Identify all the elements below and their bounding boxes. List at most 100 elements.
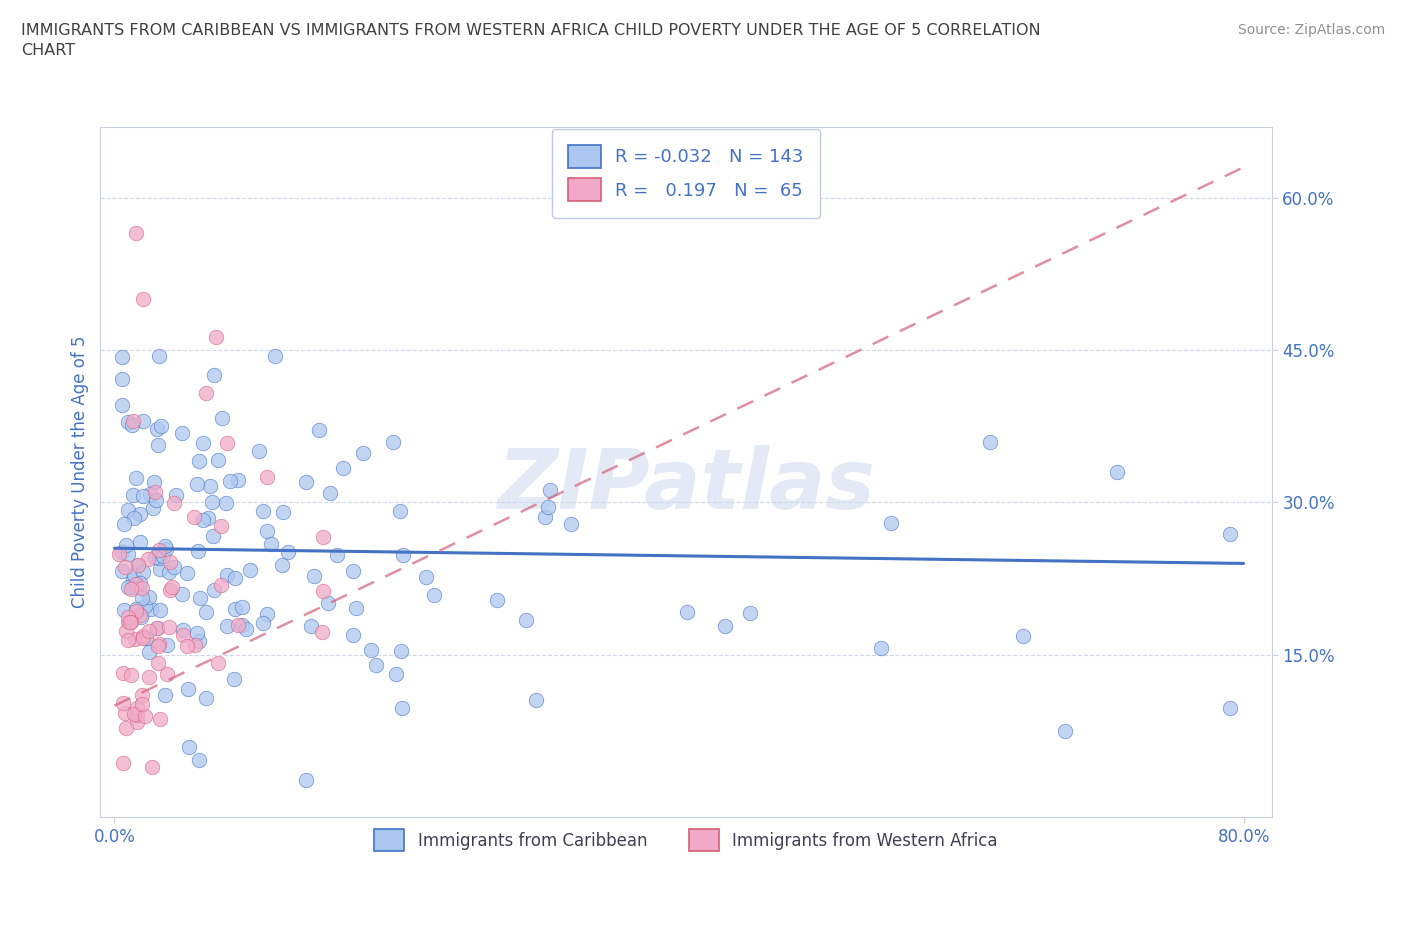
Point bbox=[117, 614, 139, 629]
Point bbox=[163, 560, 186, 575]
Point bbox=[159, 583, 181, 598]
Point bbox=[366, 658, 388, 672]
Point bbox=[201, 495, 224, 510]
Point bbox=[143, 549, 166, 564]
Point bbox=[526, 693, 548, 708]
Point bbox=[256, 470, 278, 485]
Point bbox=[120, 582, 142, 597]
Point bbox=[538, 482, 561, 497]
Point bbox=[121, 579, 143, 594]
Point bbox=[194, 604, 217, 619]
Point bbox=[128, 576, 150, 591]
Point bbox=[129, 609, 152, 624]
Point bbox=[117, 546, 139, 561]
Point bbox=[714, 618, 737, 633]
Point bbox=[153, 538, 176, 553]
Point bbox=[202, 583, 225, 598]
Point bbox=[384, 667, 406, 682]
Point bbox=[125, 715, 148, 730]
Point bbox=[112, 603, 135, 618]
Point bbox=[191, 435, 214, 450]
Point bbox=[117, 414, 139, 429]
Point bbox=[252, 503, 274, 518]
Point bbox=[187, 753, 209, 768]
Point bbox=[256, 607, 278, 622]
Point bbox=[129, 607, 152, 622]
Point bbox=[157, 619, 180, 634]
Point bbox=[122, 573, 145, 588]
Point bbox=[215, 436, 238, 451]
Point bbox=[145, 493, 167, 508]
Point bbox=[218, 473, 240, 488]
Point bbox=[256, 524, 278, 538]
Point bbox=[115, 538, 138, 552]
Point bbox=[138, 644, 160, 659]
Point bbox=[148, 542, 170, 557]
Point bbox=[110, 397, 132, 412]
Point bbox=[111, 545, 134, 560]
Point bbox=[146, 620, 169, 635]
Point bbox=[149, 711, 172, 726]
Text: ZIPatlas: ZIPatlas bbox=[498, 445, 875, 526]
Point bbox=[388, 503, 411, 518]
Point bbox=[160, 579, 183, 594]
Point bbox=[112, 755, 135, 770]
Point bbox=[141, 759, 163, 774]
Point bbox=[238, 563, 260, 578]
Point bbox=[132, 631, 155, 646]
Point bbox=[344, 600, 367, 615]
Point bbox=[560, 516, 582, 531]
Point bbox=[486, 592, 509, 607]
Y-axis label: Child Poverty Under the Age of 5: Child Poverty Under the Age of 5 bbox=[72, 336, 89, 608]
Point bbox=[121, 487, 143, 502]
Point bbox=[423, 588, 446, 603]
Point bbox=[312, 584, 335, 599]
Point bbox=[195, 385, 218, 400]
Point bbox=[146, 421, 169, 436]
Point bbox=[226, 472, 249, 487]
Point bbox=[127, 557, 149, 572]
Point bbox=[179, 740, 201, 755]
Point bbox=[224, 570, 246, 585]
Point bbox=[1011, 629, 1033, 644]
Point bbox=[125, 708, 148, 723]
Point bbox=[121, 418, 143, 432]
Point bbox=[676, 604, 699, 619]
Point bbox=[1053, 724, 1076, 738]
Point bbox=[125, 604, 148, 618]
Point bbox=[207, 453, 229, 468]
Point bbox=[302, 568, 325, 583]
Point bbox=[159, 555, 181, 570]
Point bbox=[979, 434, 1001, 449]
Point bbox=[215, 618, 238, 633]
Point bbox=[515, 613, 537, 628]
Point bbox=[299, 618, 322, 633]
Point bbox=[176, 639, 198, 654]
Point bbox=[176, 565, 198, 580]
Point bbox=[122, 511, 145, 525]
Point bbox=[271, 504, 294, 519]
Point bbox=[224, 602, 246, 617]
Point bbox=[149, 603, 172, 618]
Point bbox=[124, 631, 146, 646]
Point bbox=[107, 546, 129, 561]
Point bbox=[146, 639, 169, 654]
Point bbox=[186, 476, 208, 491]
Point bbox=[332, 460, 354, 475]
Point bbox=[148, 551, 170, 565]
Point bbox=[132, 414, 155, 429]
Point bbox=[149, 562, 172, 577]
Point bbox=[202, 368, 225, 383]
Point bbox=[146, 656, 169, 671]
Point bbox=[134, 598, 156, 613]
Point bbox=[124, 226, 146, 241]
Point bbox=[163, 496, 186, 511]
Point bbox=[170, 426, 193, 441]
Point bbox=[193, 512, 215, 527]
Point bbox=[222, 671, 245, 686]
Point bbox=[264, 349, 287, 364]
Point bbox=[157, 565, 180, 579]
Point bbox=[295, 475, 318, 490]
Point bbox=[308, 422, 330, 437]
Point bbox=[188, 633, 211, 648]
